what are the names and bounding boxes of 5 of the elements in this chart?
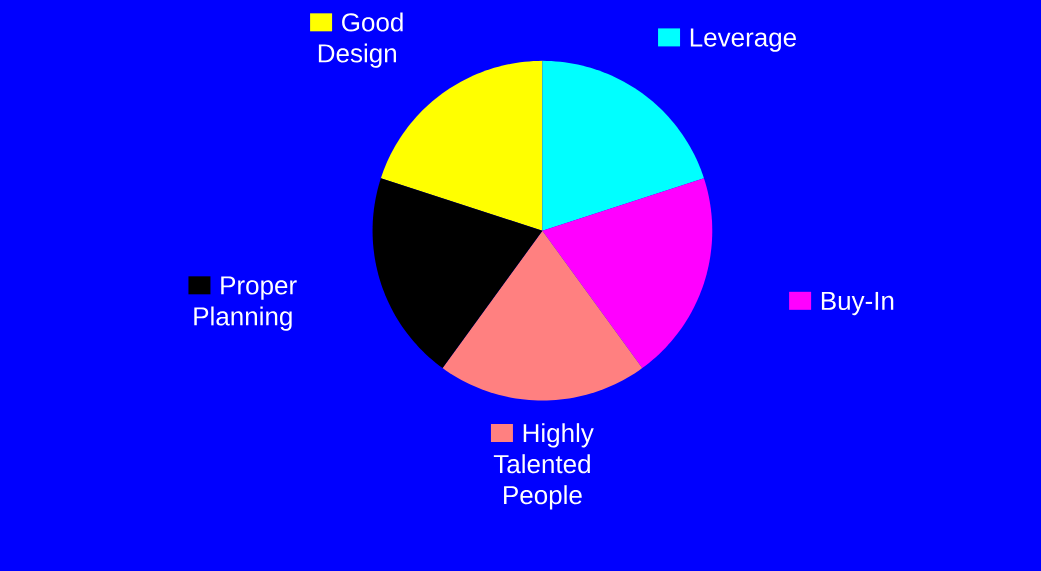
legend-label: Buy-In (821, 291, 894, 316)
legend-label: Good Design (318, 12, 403, 68)
legend-label: Proper Planning (194, 276, 297, 331)
legend-label: Highly Talented People (493, 423, 594, 510)
legend-label: Leverage (690, 28, 796, 52)
